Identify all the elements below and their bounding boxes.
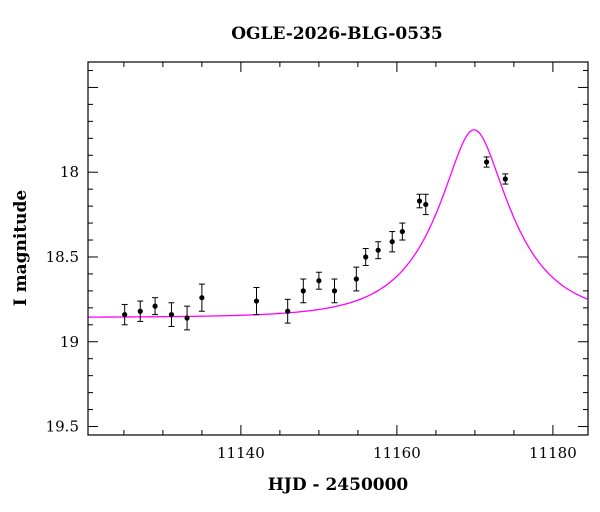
data-marker <box>300 288 306 294</box>
y-tick-label: 18 <box>60 163 79 181</box>
data-point <box>416 193 423 209</box>
y-axis-label: I magnitude <box>11 190 31 307</box>
data-marker <box>399 228 405 235</box>
data-point <box>184 305 191 331</box>
data-point <box>300 278 307 304</box>
x-tick-label: 11140 <box>217 444 265 462</box>
data-marker <box>483 159 490 165</box>
x-tick-label: 11160 <box>373 444 421 462</box>
data-marker <box>416 198 423 204</box>
data-marker <box>152 303 158 309</box>
data-marker <box>353 276 359 282</box>
data-marker <box>389 239 395 245</box>
chart-title: OGLE-2026-BLG-0535 <box>231 24 443 44</box>
data-marker <box>137 308 143 314</box>
data-point <box>389 231 396 253</box>
data-point <box>198 283 205 312</box>
data-marker <box>168 312 175 318</box>
data-point <box>375 241 382 260</box>
data-point <box>121 303 128 326</box>
data-marker <box>316 278 322 284</box>
x-axis-label: HJD - 2450000 <box>268 475 409 495</box>
data-marker <box>184 315 190 321</box>
data-point <box>483 156 490 168</box>
data-point <box>137 300 144 322</box>
data-marker <box>285 308 291 314</box>
data-point <box>253 286 260 316</box>
data-marker <box>375 247 381 253</box>
data-point <box>315 271 322 290</box>
data-marker <box>122 312 128 318</box>
data-point <box>399 222 406 241</box>
data-marker <box>199 295 205 301</box>
data-point <box>502 173 509 185</box>
data-marker <box>363 254 369 260</box>
model-curve <box>88 129 588 318</box>
data-marker <box>423 201 429 208</box>
data-marker <box>253 298 260 304</box>
plot-area <box>88 129 588 331</box>
plot-frame <box>87 61 589 436</box>
data-point <box>362 248 369 266</box>
y-tick-label: 19.5 <box>46 418 79 436</box>
data-point <box>331 278 338 304</box>
data-marker <box>331 288 338 294</box>
y-tick-label: 18.5 <box>46 248 79 266</box>
axis-ticks: 11140 11160 11180 18 18.5 19 19.5 <box>46 62 588 462</box>
data-point <box>353 266 360 292</box>
x-tick-label: 11180 <box>529 444 577 462</box>
data-point <box>422 193 429 216</box>
data-point <box>152 297 159 316</box>
data-point <box>284 298 291 324</box>
data-marker <box>502 176 508 182</box>
y-tick-label: 19 <box>60 333 79 351</box>
data-point <box>168 302 175 327</box>
